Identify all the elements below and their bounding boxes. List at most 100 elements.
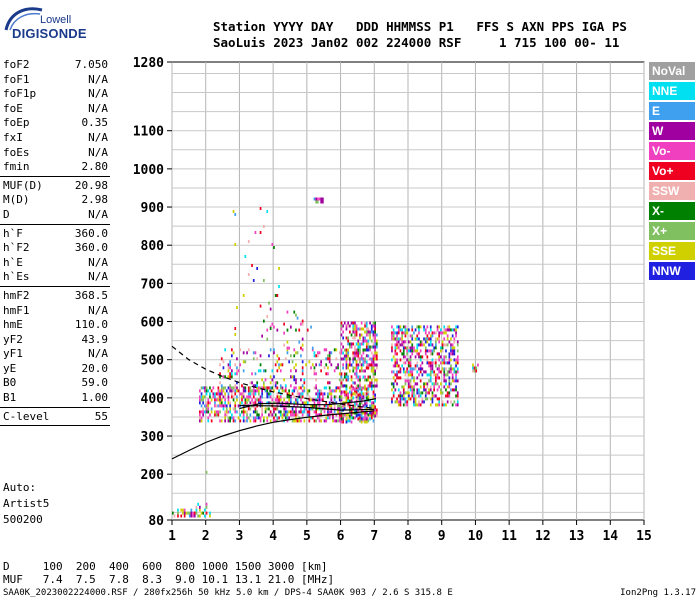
echo-point: [323, 410, 326, 414]
echo-point: [298, 392, 301, 396]
echo-point: [325, 401, 328, 405]
echo-point: [342, 324, 344, 328]
echo-point: [372, 414, 375, 418]
echo-point: [261, 410, 263, 414]
echo-point: [453, 352, 456, 356]
echo-point: [236, 372, 238, 376]
echo-point: [369, 348, 371, 352]
echo-point: [244, 419, 247, 423]
echo-point: [424, 382, 427, 386]
echo-point: [431, 394, 434, 398]
echo-point: [273, 375, 275, 379]
echo-point: [340, 333, 343, 337]
echo-point: [315, 384, 317, 388]
echo-point: [372, 408, 375, 412]
echo-point: [278, 410, 280, 414]
echo-point: [451, 388, 454, 392]
echo-point: [246, 398, 248, 402]
echo-point: [323, 348, 326, 352]
echo-point: [328, 351, 331, 355]
echo-point: [220, 392, 223, 396]
y-tick-label: 700: [141, 277, 165, 292]
echo-point: [340, 414, 343, 418]
echo-point: [310, 366, 312, 370]
echo-point: [406, 403, 408, 407]
echo-point: [438, 385, 440, 389]
echo-point: [293, 386, 296, 390]
echo-point: [416, 325, 419, 329]
echo-point: [426, 340, 429, 344]
echo-point: [229, 410, 231, 414]
echo-point: [251, 264, 253, 267]
echo-point: [364, 420, 366, 424]
echo-point: [355, 363, 358, 367]
echo-point: [219, 363, 221, 367]
echo-point: [214, 395, 216, 399]
echo-points: [172, 197, 479, 518]
echo-point: [301, 372, 304, 376]
echo-point: [172, 511, 174, 515]
echo-point: [293, 419, 296, 423]
echo-point: [210, 419, 213, 423]
echo-point: [239, 413, 242, 417]
echo-point: [369, 375, 371, 379]
echo-point: [338, 407, 341, 411]
echo-point: [365, 354, 368, 358]
echo-point: [404, 370, 407, 374]
echo-point: [330, 351, 333, 355]
echo-point: [242, 389, 245, 393]
echo-point: [306, 389, 309, 393]
echo-point: [360, 369, 363, 373]
echo-point: [219, 398, 221, 402]
echo-point: [234, 401, 237, 405]
echo-point: [295, 363, 297, 367]
echo-point: [276, 328, 279, 332]
echo-point: [327, 416, 329, 420]
echo-point: [404, 355, 407, 359]
echo-point: [355, 330, 358, 334]
echo-point: [263, 319, 265, 323]
echo-point: [291, 375, 294, 379]
echo-point: [347, 413, 349, 417]
echo-point: [259, 231, 262, 234]
echo-point: [224, 398, 226, 402]
echo-point: [251, 381, 253, 385]
echo-point: [369, 345, 371, 349]
echo-point: [396, 334, 398, 338]
echo-point: [271, 378, 274, 382]
echo-point: [445, 379, 447, 383]
echo-point: [202, 398, 204, 402]
echo-point: [224, 348, 226, 352]
param-value: N/A: [88, 347, 108, 361]
echo-point: [370, 327, 373, 331]
echo-point: [313, 369, 316, 373]
echo-point: [354, 387, 356, 391]
echo-point: [215, 404, 218, 408]
echo-point: [219, 375, 221, 379]
echo-point: [396, 346, 398, 350]
echo-point: [340, 392, 343, 396]
echo-point: [256, 267, 258, 270]
echo-point: [421, 361, 424, 365]
echo-point: [411, 349, 414, 353]
echo-point: [421, 343, 424, 347]
echo-point: [401, 364, 403, 368]
echo-point: [252, 401, 255, 405]
echo-point: [347, 416, 349, 420]
echo-point: [355, 390, 358, 394]
echo-point: [259, 401, 262, 405]
echo-point: [310, 404, 312, 408]
echo-point: [232, 389, 235, 393]
echo-point: [263, 279, 265, 282]
echo-point: [448, 361, 451, 365]
echo-point: [424, 370, 427, 374]
echo-point: [435, 337, 437, 341]
x-tick-label: 1: [168, 529, 176, 544]
echo-point: [369, 363, 371, 367]
echo-point: [234, 327, 237, 330]
echo-point: [261, 386, 263, 390]
echo-point: [335, 419, 338, 423]
echo-point: [342, 345, 344, 349]
y-tick-label: 80: [148, 514, 164, 529]
echo-point: [359, 387, 361, 391]
